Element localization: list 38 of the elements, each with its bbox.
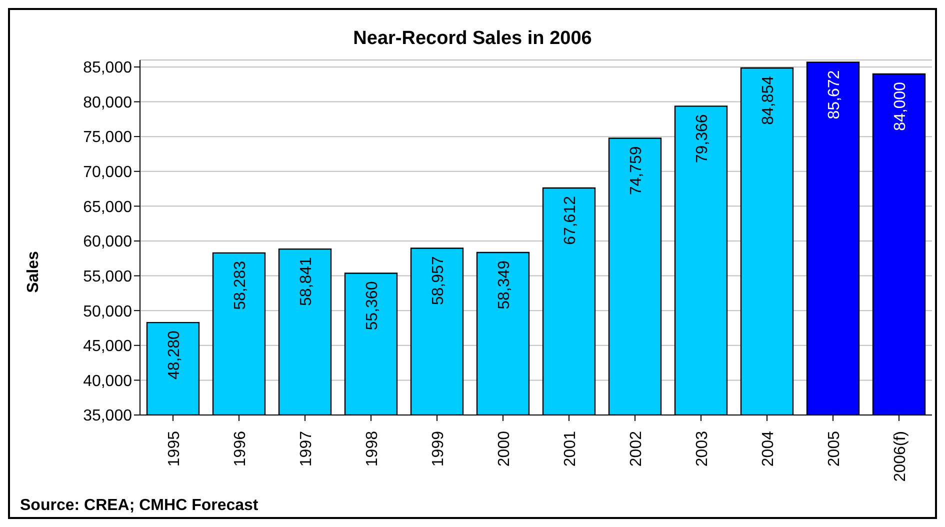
x-tick-label: 2000: [496, 430, 513, 467]
data-label: 74,759: [628, 146, 645, 196]
x-tick-label: 1995: [166, 430, 183, 467]
y-tick-label: 75,000: [83, 129, 132, 146]
y-tick-label: 55,000: [83, 268, 132, 286]
data-label: 58,841: [298, 256, 315, 306]
x-tick-label: 1999: [430, 430, 447, 467]
x-tick-label: 2001: [562, 430, 579, 467]
data-label: 79,366: [694, 114, 711, 164]
x-tick-label: 1998: [364, 430, 381, 467]
y-axis-title: Sales: [25, 251, 43, 293]
y-tick-label: 40,000: [83, 372, 132, 390]
data-label: 84,854: [760, 76, 777, 125]
y-tick-label: 80,000: [83, 94, 132, 112]
data-label: 58,349: [496, 260, 513, 310]
y-tick-label: 85,000: [83, 60, 132, 77]
source-note: Source: CREA; CMHC Forecast: [20, 497, 258, 515]
x-tick-label: 2006(f): [892, 431, 909, 482]
data-label: 67,612: [562, 196, 579, 245]
data-label: 48,280: [166, 330, 183, 380]
data-label: 58,283: [232, 260, 249, 310]
x-tick-label: 2003: [694, 430, 711, 467]
data-label: 85,672: [826, 70, 843, 120]
y-tick-label: 45,000: [83, 338, 132, 356]
data-label: 55,360: [364, 281, 381, 330]
y-tick-label: 50,000: [83, 303, 132, 320]
y-tick-label: 60,000: [83, 234, 132, 251]
y-tick-label: 35,000: [83, 408, 132, 425]
x-tick-label: 2002: [628, 430, 645, 467]
x-tick-label: 1997: [298, 430, 315, 467]
y-tick-label: 65,000: [83, 198, 132, 216]
data-label: 58,957: [430, 256, 447, 306]
x-tick-label: 2005: [826, 430, 843, 467]
y-tick-label: 70,000: [83, 164, 132, 182]
x-tick-label: 2004: [760, 430, 777, 467]
data-label: 84,000: [892, 82, 909, 131]
x-tick-label: 1996: [232, 430, 249, 467]
chart-title: Near-Record Sales in 2006: [352, 28, 593, 50]
